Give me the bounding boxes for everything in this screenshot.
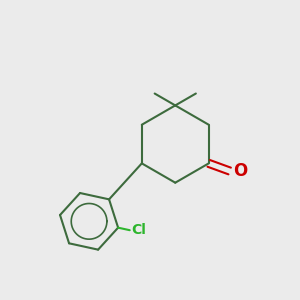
- Text: O: O: [233, 162, 247, 180]
- Text: Cl: Cl: [131, 223, 146, 237]
